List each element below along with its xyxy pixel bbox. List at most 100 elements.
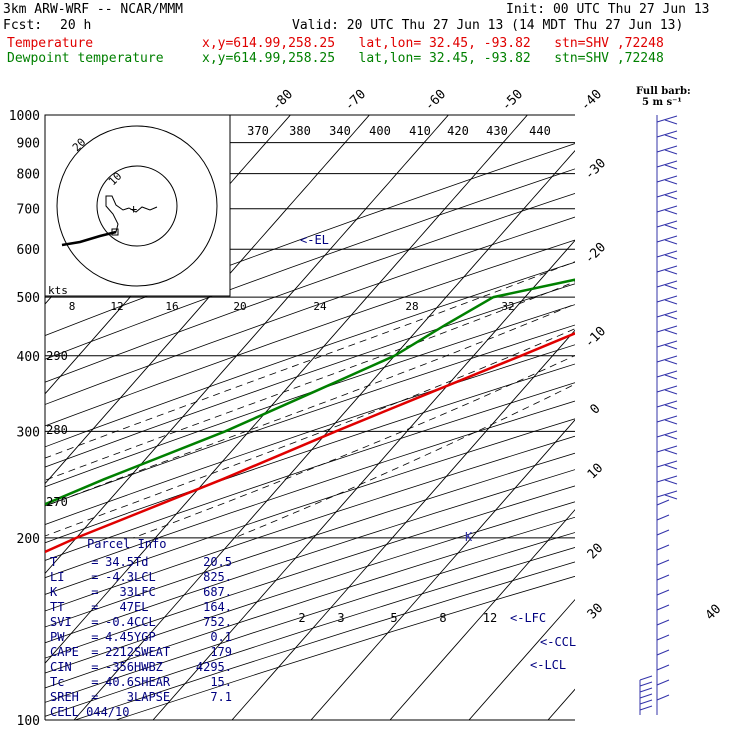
parcel-row: CIN = -356 HWBZ 4295. (45, 660, 235, 675)
isotherm-label: -10 (582, 324, 609, 351)
wind-barb (656, 619, 670, 626)
parcel-field-value: 0.1 (210, 630, 232, 644)
parcel-field-value: 4295. (195, 660, 232, 674)
speed-scale-label: 24 (313, 300, 327, 313)
isotherm-line (547, 115, 575, 720)
mixing-ratio-line (647, 115, 740, 249)
model-title: 3km ARW-WRF -- NCAR/MMM (3, 2, 184, 17)
parcel-row: PW = 4.45 YGP 0.1 (45, 630, 235, 645)
moist-adiabat-line (133, 115, 575, 539)
hodograph-ring-10 (96, 165, 178, 247)
wind-barb (656, 445, 678, 453)
wind-barb (664, 434, 678, 440)
parcel-field-value: 2212 (105, 645, 134, 659)
wind-barb (656, 430, 678, 438)
equals-sign: = (84, 570, 99, 584)
isotherm-line (231, 115, 575, 720)
parcel-field-label: HWBZ (134, 660, 163, 674)
mixing-ratio-label: 2 (298, 611, 305, 625)
equals-sign: = (84, 615, 99, 629)
isotherm-label: 10 (585, 461, 607, 483)
kts-label: kts (48, 284, 68, 297)
wind-barb (664, 239, 678, 245)
isotherm-line (389, 115, 575, 720)
wind-barb (656, 190, 678, 198)
isotherm-line (706, 115, 740, 720)
wind-barb (664, 149, 678, 155)
dewpoint-location: x,y=614.99,258.25 lat,lon= 32.45, -93.82… (202, 51, 664, 66)
pressure-tick-label: 400 (17, 350, 40, 365)
parcel-field-label: LI (50, 570, 65, 584)
dry-adiabat-line (45, 115, 575, 720)
equals-sign: = (84, 630, 99, 644)
mixing-ratio-label: 5 (390, 611, 397, 625)
wind-barb (656, 679, 670, 686)
parcel-row: T = 34.5 Td 20.5 (45, 555, 235, 570)
theta-label: 410 (409, 124, 431, 138)
parcel-field-label: SVI (50, 615, 72, 629)
theta-label: 400 (369, 124, 391, 138)
speed-scale-label: 8 (69, 300, 76, 313)
dry-adiabat-line (45, 115, 575, 720)
parcel-field-value: 34.5 (105, 555, 134, 569)
dry-adiabat-line (45, 115, 575, 720)
dry-adiabat-line (45, 115, 575, 720)
isotherm-label: -30 (582, 156, 609, 183)
wind-barb (656, 574, 670, 581)
dry-adiabat-line (45, 115, 575, 720)
parcel-field-value: 20.5 (203, 555, 232, 569)
wind-barb (656, 589, 670, 596)
wind-barb (656, 634, 670, 641)
wind-barb (656, 544, 670, 551)
pressure-tick-label: 1000 (9, 109, 40, 124)
hodograph-origin-marker: + (130, 202, 137, 216)
dry-adiabat-line (45, 115, 575, 720)
equals-sign: = (84, 690, 99, 704)
isotherm-label: 0 (587, 401, 603, 417)
parcel-field-label: PW (50, 630, 65, 644)
wind-barb (639, 693, 653, 699)
wind-barb (664, 299, 678, 305)
wind-barb (664, 449, 678, 455)
theta-label: 270 (46, 495, 68, 509)
parcel-field-label: K (50, 585, 58, 599)
parcel-field-value: 47 (119, 600, 134, 614)
wind-barb (656, 355, 678, 363)
theta-label: 370 (247, 124, 269, 138)
wind-barb (664, 254, 678, 260)
isotherm-label: 20 (585, 541, 607, 563)
parcel-field-label: SREH (50, 690, 79, 704)
parcel-field-label: LFC (134, 585, 156, 599)
hodograph-trace-low (61, 230, 117, 247)
wind-barb (664, 134, 678, 140)
level-marker-el: <-EL (300, 233, 329, 247)
parcel-field-value: -356 (105, 660, 134, 674)
pressure-tick-label: 100 (17, 714, 40, 729)
isotherm-label: -60 (422, 87, 449, 114)
parcel-field-value: 15. (210, 675, 232, 689)
parcel-field-value: 3 (126, 690, 134, 704)
speed-scale-label: 20 (233, 300, 246, 313)
parcel-field-value: 752. (203, 615, 232, 629)
moist-adiabat-line (45, 115, 575, 539)
moist-adiabat-line (45, 115, 575, 539)
wind-barb (639, 687, 653, 693)
mixing-ratio-line (699, 115, 740, 249)
wind-barb (656, 220, 678, 228)
wind-barb (656, 310, 678, 318)
wind-barb (656, 250, 678, 258)
equals-sign: = (84, 675, 99, 689)
wind-barb (656, 694, 670, 701)
wind-marker: K (465, 530, 473, 544)
wind-barb (664, 284, 678, 290)
wind-barb (656, 130, 678, 138)
wind-barb (656, 145, 678, 153)
temperature-legend: Temperature (7, 36, 94, 51)
wind-barb (639, 675, 653, 681)
mixing-ratio-label: 12 (483, 611, 497, 625)
forecast-label: Fcst: (3, 18, 43, 33)
full-barb-key: Full barb: 5 m s⁻¹ (636, 86, 691, 108)
wind-barb (664, 194, 678, 200)
